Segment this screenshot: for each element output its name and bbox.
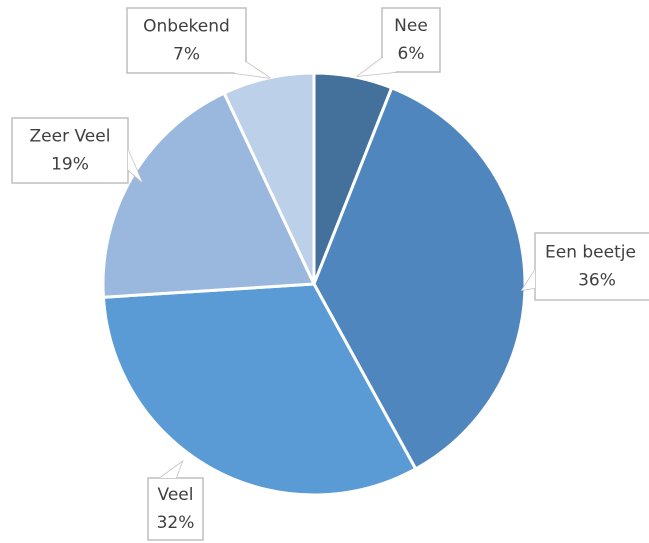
value-label: 6% [398, 44, 425, 64]
callout-box [126, 7, 247, 74]
pie-slice [101, 91, 317, 299]
category-label: Een beetje [545, 243, 636, 263]
callout-pointer-fill [234, 62, 270, 78]
callout-box [534, 232, 649, 301]
pie-slice [101, 282, 418, 497]
value-label: 32% [157, 513, 195, 533]
category-label: Nee [394, 16, 428, 36]
category-label: Onbekend [143, 17, 230, 37]
callout-pointer-fill [128, 150, 142, 182]
value-label: 36% [578, 271, 616, 291]
category-label: Zeer Veel [30, 127, 111, 147]
callout-pointer-fill [522, 270, 535, 290]
callout-box [147, 477, 204, 541]
pie-slice [312, 85, 527, 471]
callout-box [381, 7, 441, 73]
value-label: 19% [51, 155, 89, 175]
callout-pointer-fill [160, 462, 182, 478]
category-label: Veel [158, 485, 194, 505]
callout-pointer-fill [358, 58, 396, 76]
callout-box [11, 117, 129, 184]
value-label: 7% [173, 45, 200, 65]
